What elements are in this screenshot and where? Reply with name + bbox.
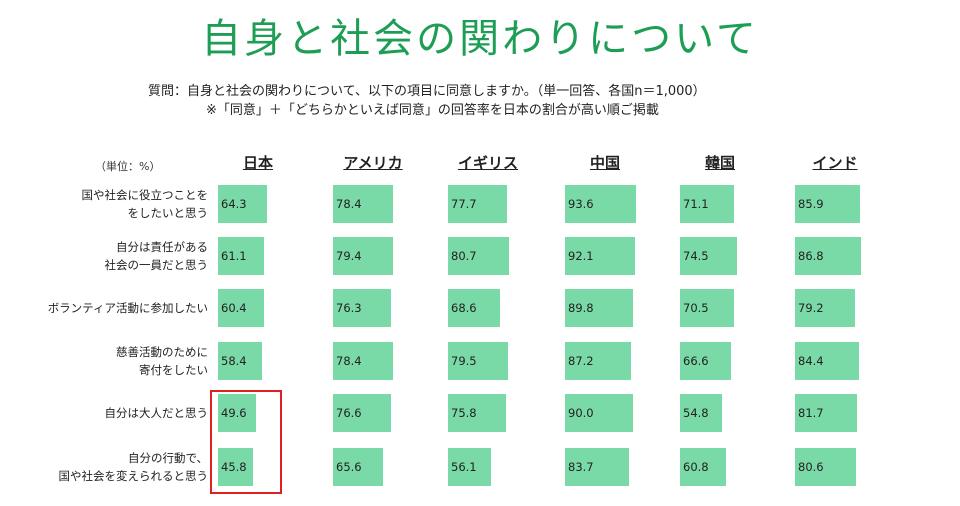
bar-value-label: 60.8 <box>683 460 709 474</box>
column-header: 日本 <box>242 154 274 172</box>
bar <box>565 394 633 432</box>
bar <box>795 237 861 275</box>
row-label: 慈善活動のために 寄付をしたい <box>116 345 208 377</box>
bar-value-label: 66.6 <box>683 354 709 368</box>
bar <box>680 448 726 486</box>
bar <box>218 448 253 486</box>
bar <box>448 185 507 223</box>
bar <box>218 289 264 327</box>
bar-value-label: 90.0 <box>568 406 594 420</box>
bar <box>333 342 393 380</box>
bar <box>333 394 391 432</box>
bar-value-label: 92.1 <box>568 249 594 263</box>
bar-value-label: 70.5 <box>683 301 709 315</box>
bar-value-label: 75.8 <box>451 406 477 420</box>
bar-value-label: 64.3 <box>221 197 247 211</box>
highlight-box <box>210 390 282 494</box>
bar <box>218 237 264 275</box>
bar-value-label: 45.8 <box>221 460 247 474</box>
bar <box>333 289 391 327</box>
bar <box>795 185 860 223</box>
bar-value-label: 81.7 <box>798 406 824 420</box>
bar-value-label: 54.8 <box>683 406 709 420</box>
bar <box>333 237 393 275</box>
bar-value-label: 68.6 <box>451 301 477 315</box>
bar <box>448 394 506 432</box>
bar <box>680 289 734 327</box>
bar <box>565 448 629 486</box>
question-note: ※「同意」＋「どちらかといえば同意」の回答率を日本の割合が高い順ご掲載 <box>206 103 659 118</box>
bar <box>448 289 500 327</box>
column-header: イギリス <box>457 154 519 172</box>
bar <box>333 185 393 223</box>
bar <box>218 394 256 432</box>
bar <box>448 342 508 380</box>
question-text: 質問：自身と社会の関わりについて、以下の項目に同意しますか。（単一回答、各国n＝… <box>148 84 706 99</box>
bar-value-label: 60.4 <box>221 301 247 315</box>
bar-value-label: 76.3 <box>336 301 362 315</box>
bar <box>565 185 636 223</box>
row-label: 国や社会に役立つことを をしたいと思う <box>81 188 209 220</box>
bar <box>795 448 856 486</box>
column-header: アメリカ <box>343 154 403 172</box>
bar-value-label: 71.1 <box>683 197 709 211</box>
bar <box>680 185 734 223</box>
unit-label: （単位：%） <box>95 160 161 173</box>
bar-value-label: 78.4 <box>336 354 362 368</box>
bar-value-label: 79.4 <box>336 249 362 263</box>
bar-value-label: 58.4 <box>221 354 247 368</box>
bar <box>795 289 855 327</box>
bar-value-label: 80.6 <box>798 460 824 474</box>
bar <box>448 237 509 275</box>
bar-value-label: 85.9 <box>798 197 824 211</box>
bar-value-label: 78.4 <box>336 197 362 211</box>
bar-value-label: 79.5 <box>451 354 477 368</box>
bar-value-label: 87.2 <box>568 354 594 368</box>
bar <box>680 394 722 432</box>
column-header: インド <box>812 154 858 172</box>
bar-value-label: 80.7 <box>451 249 477 263</box>
bar <box>218 342 262 380</box>
row-label: 自分は責任がある 社会の一員だと思う <box>104 240 209 272</box>
row-label: 自分の行動で、 国や社会を変えられると思う <box>58 451 209 483</box>
bar-value-label: 65.6 <box>336 460 362 474</box>
bar <box>448 448 491 486</box>
row-label: ボランティア活動に参加したい <box>47 301 208 315</box>
bar-value-label: 83.7 <box>568 460 594 474</box>
page-title: 自身と社会の関わりについて <box>201 16 759 62</box>
bar <box>565 342 631 380</box>
bar-value-label: 86.8 <box>798 249 824 263</box>
bar-value-label: 77.7 <box>451 197 477 211</box>
bar-value-label: 89.8 <box>568 301 594 315</box>
column-header: 韓国 <box>704 154 736 172</box>
bar-value-label: 74.5 <box>683 249 709 263</box>
bar <box>795 342 859 380</box>
bar <box>218 185 267 223</box>
bar-value-label: 56.1 <box>451 460 477 474</box>
bar <box>680 342 731 380</box>
bar-value-label: 93.6 <box>568 197 594 211</box>
bar-value-label: 49.6 <box>221 406 247 420</box>
bar <box>565 237 635 275</box>
column-header: 中国 <box>589 154 621 172</box>
bar <box>333 448 383 486</box>
bar-value-label: 79.2 <box>798 301 824 315</box>
bar-value-label: 84.4 <box>798 354 824 368</box>
bar-value-label: 61.1 <box>221 249 247 263</box>
bar <box>680 237 737 275</box>
row-label: 自分は大人だと思う <box>104 406 209 420</box>
bar-value-label: 76.6 <box>336 406 362 420</box>
bar <box>565 289 633 327</box>
bar <box>795 394 857 432</box>
